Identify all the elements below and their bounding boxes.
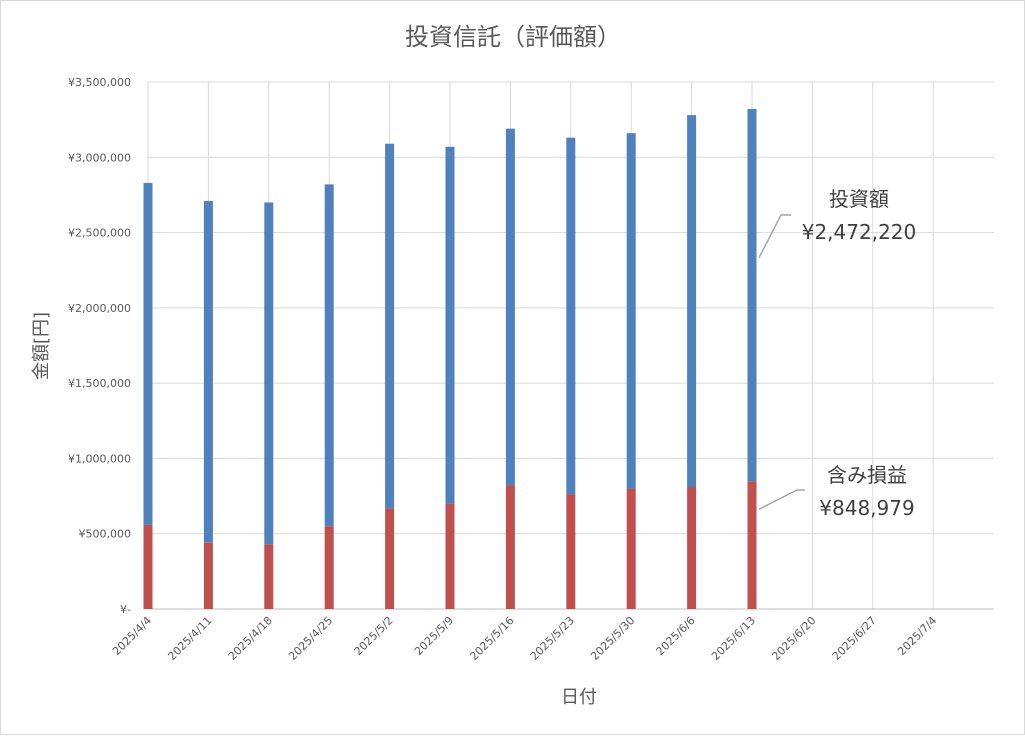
x-tick-label: 2025/6/6 [654, 614, 698, 658]
chart-title: 投資信託（評価額） [405, 23, 621, 51]
x-tick-label: 2025/5/2 [352, 614, 396, 658]
x-tick-label: 2025/6/20 [769, 614, 818, 663]
y-tick-label: ¥1,000,000 [68, 452, 131, 465]
x-tick-label: 2025/5/23 [528, 614, 577, 663]
annotation-label-unrealized-pl: 含み損益 [827, 463, 907, 487]
callout-line-investment [758, 214, 791, 259]
y-tick-layer: ¥- ¥500,000 ¥1,000,000 ¥1,500,000 ¥2,000,000… [68, 76, 131, 616]
x-tick-label: 2025/5/9 [412, 614, 456, 658]
bar-investment [566, 137, 576, 495]
x-tick-label: 2025/4/11 [165, 614, 214, 663]
bar-investment [445, 146, 455, 504]
bar-unrealized-pl [687, 487, 697, 609]
x-tick-layer: 2025/4/4 2025/4/11 2025/4/18 2025/4/25 2025/… [110, 614, 939, 663]
y-tick-label: ¥3,500,000 [68, 76, 131, 89]
y-tick-label: ¥1,500,000 [68, 377, 131, 390]
bar-unrealized-pl [445, 503, 455, 609]
x-tick-label: 2025/4/18 [226, 614, 275, 663]
x-tick-label: 2025/6/13 [709, 614, 758, 663]
y-tick-label: ¥3,000,000 [68, 151, 131, 164]
bar-investment [747, 108, 757, 482]
bar-unrealized-pl [324, 526, 334, 609]
bar-unrealized-pl [747, 481, 757, 609]
callout-line-unrealized-pl [758, 489, 805, 510]
y-axis-title: 金額[円] [31, 312, 52, 380]
bar-unrealized-pl [505, 485, 515, 609]
bar-unrealized-pl [264, 544, 274, 609]
bar-unrealized-pl [566, 494, 576, 609]
bar-unrealized-pl [385, 508, 395, 609]
x-tick-label: 2025/5/16 [467, 614, 516, 663]
bar-investment [687, 115, 697, 488]
bar-investment [626, 133, 636, 489]
y-tick-label: ¥2,000,000 [68, 302, 131, 315]
bar-investment [203, 200, 213, 543]
bar-investment [505, 128, 515, 486]
annotation-label-investment: 投資額 [829, 187, 889, 211]
bars-layer [143, 108, 757, 609]
y-tick-label: ¥- [120, 603, 131, 616]
y-tick-label: ¥2,500,000 [68, 227, 131, 240]
x-tick-label: 2025/4/4 [110, 614, 154, 658]
y-tick-label: ¥500,000 [79, 528, 132, 541]
x-tick-label: 2025/7/4 [895, 614, 939, 658]
bar-unrealized-pl [203, 542, 213, 609]
annotation-value-unrealized-pl: ¥848,979 [819, 496, 914, 520]
bar-unrealized-pl [143, 524, 153, 609]
x-tick-label: 2025/4/25 [286, 614, 335, 663]
bar-investment [264, 202, 274, 545]
x-axis-title: 日付 [561, 687, 597, 708]
bar-investment [324, 184, 334, 527]
x-tick-label: 2025/5/30 [588, 614, 637, 663]
x-tick-label: 2025/6/27 [830, 614, 879, 663]
annotation-value-investment: ¥2,472,220 [802, 220, 917, 244]
bar-investment [143, 182, 153, 525]
bar-investment [385, 143, 395, 509]
bar-unrealized-pl [626, 488, 636, 609]
annotation-layer: 投資額 ¥2,472,220 含み損益 ¥848,979 [758, 187, 917, 520]
